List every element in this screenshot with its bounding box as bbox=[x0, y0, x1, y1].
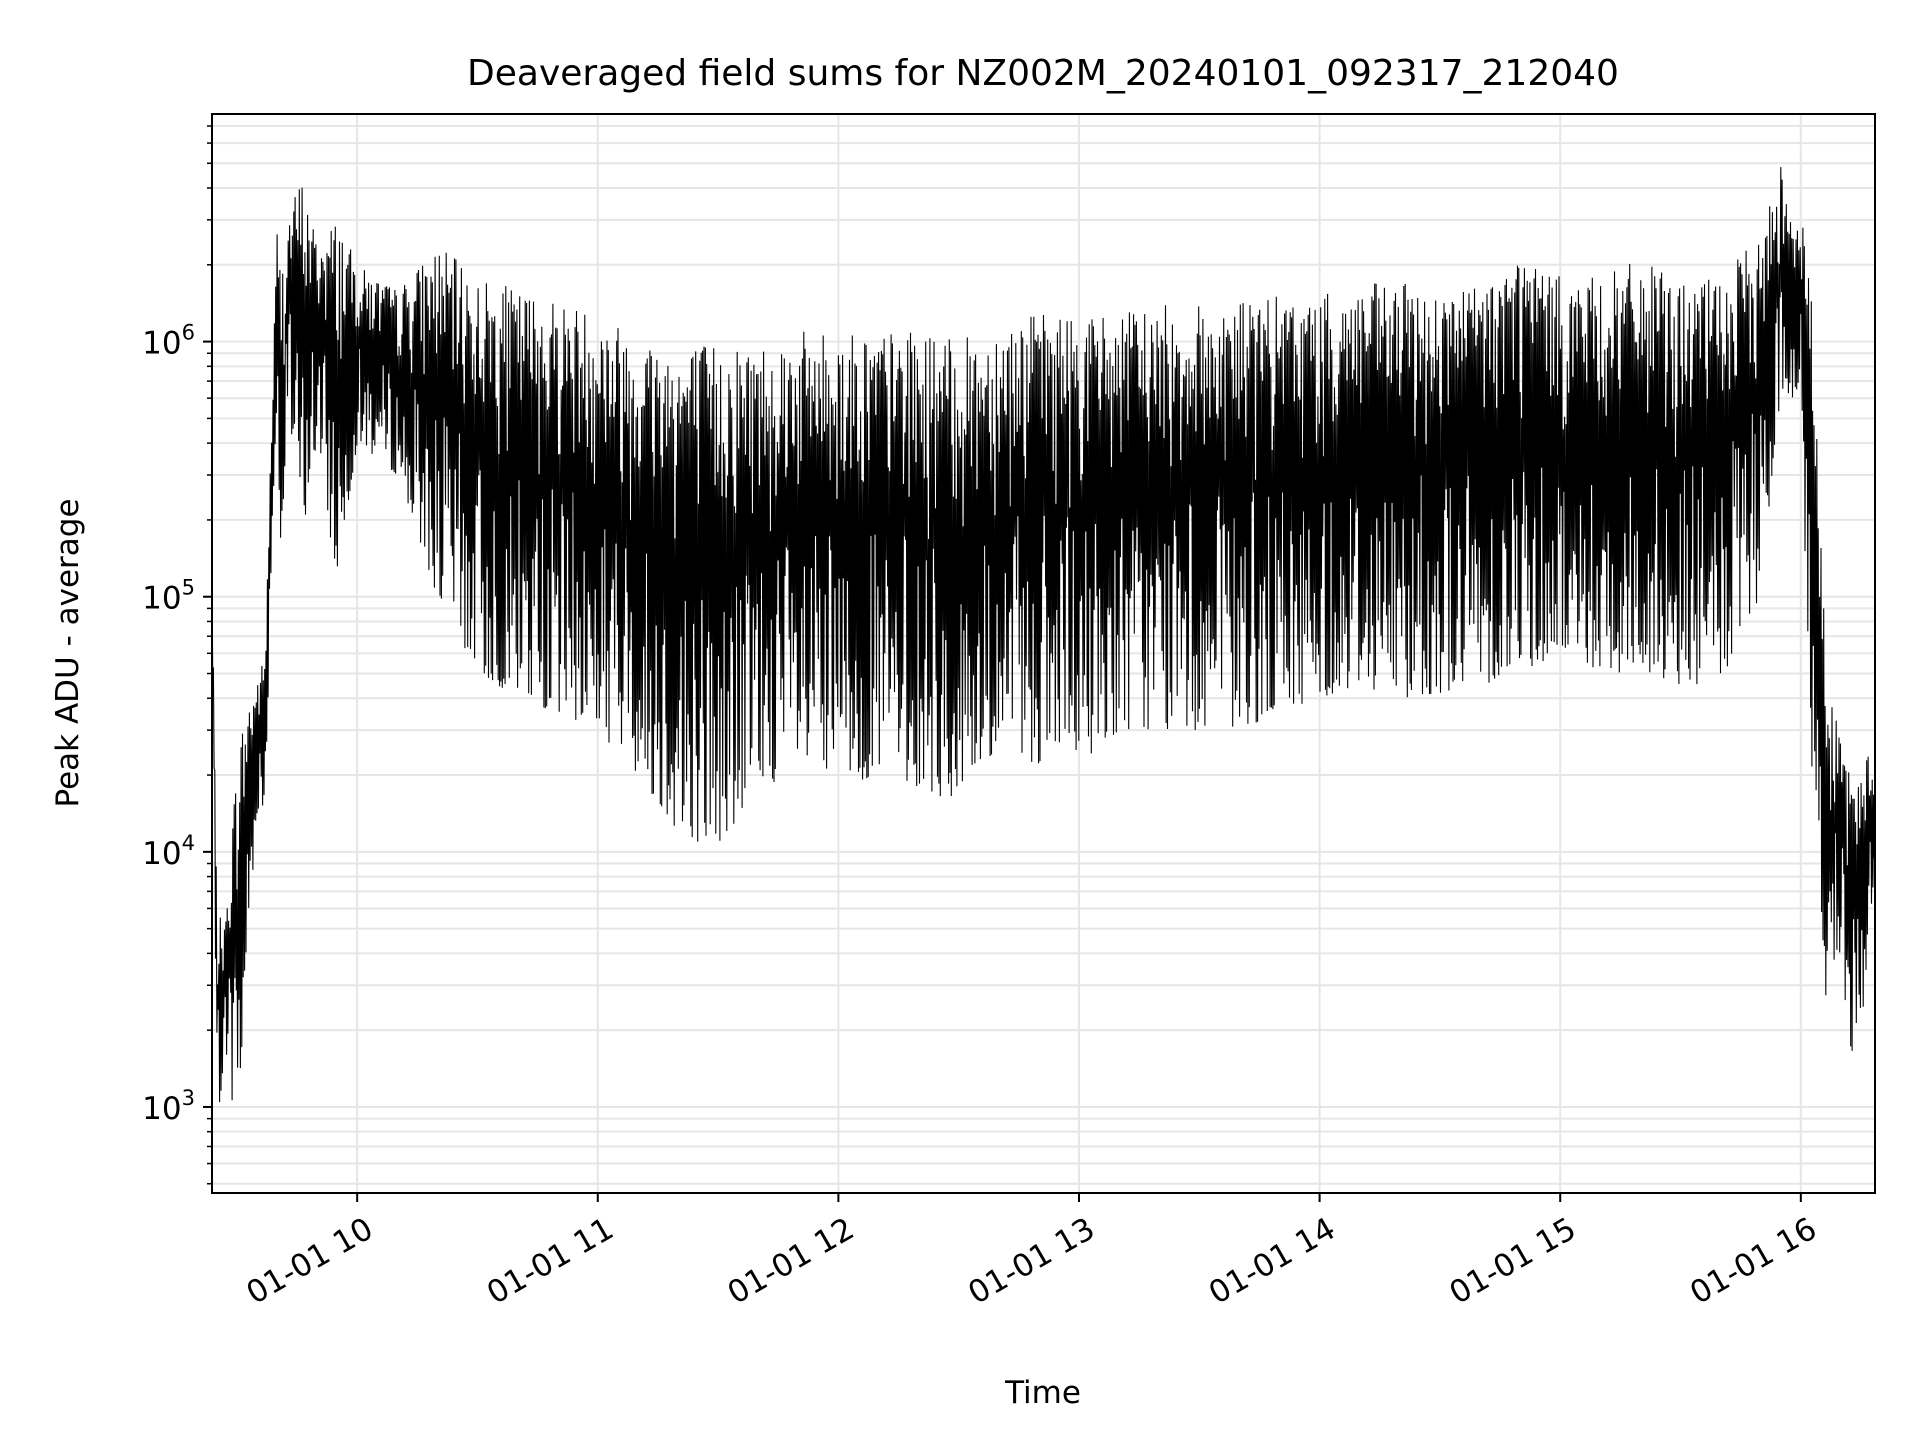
y-tick-label: 105 bbox=[142, 576, 195, 617]
x-axis-label: Time bbox=[1004, 1375, 1081, 1411]
y-axis-label: Peak ADU - average bbox=[50, 498, 86, 807]
chart-title: Deaveraged field sums for NZ002M_2024010… bbox=[467, 53, 1619, 94]
y-tick-label: 104 bbox=[142, 831, 195, 872]
plot-data bbox=[211, 167, 1876, 1103]
y-tick-label: 103 bbox=[142, 1086, 195, 1127]
y-axis: 103 104 105 106 bbox=[142, 125, 212, 1185]
y-tick-label: 106 bbox=[142, 321, 195, 362]
grid bbox=[212, 114, 1875, 1193]
data-series-line bbox=[211, 167, 1876, 1103]
